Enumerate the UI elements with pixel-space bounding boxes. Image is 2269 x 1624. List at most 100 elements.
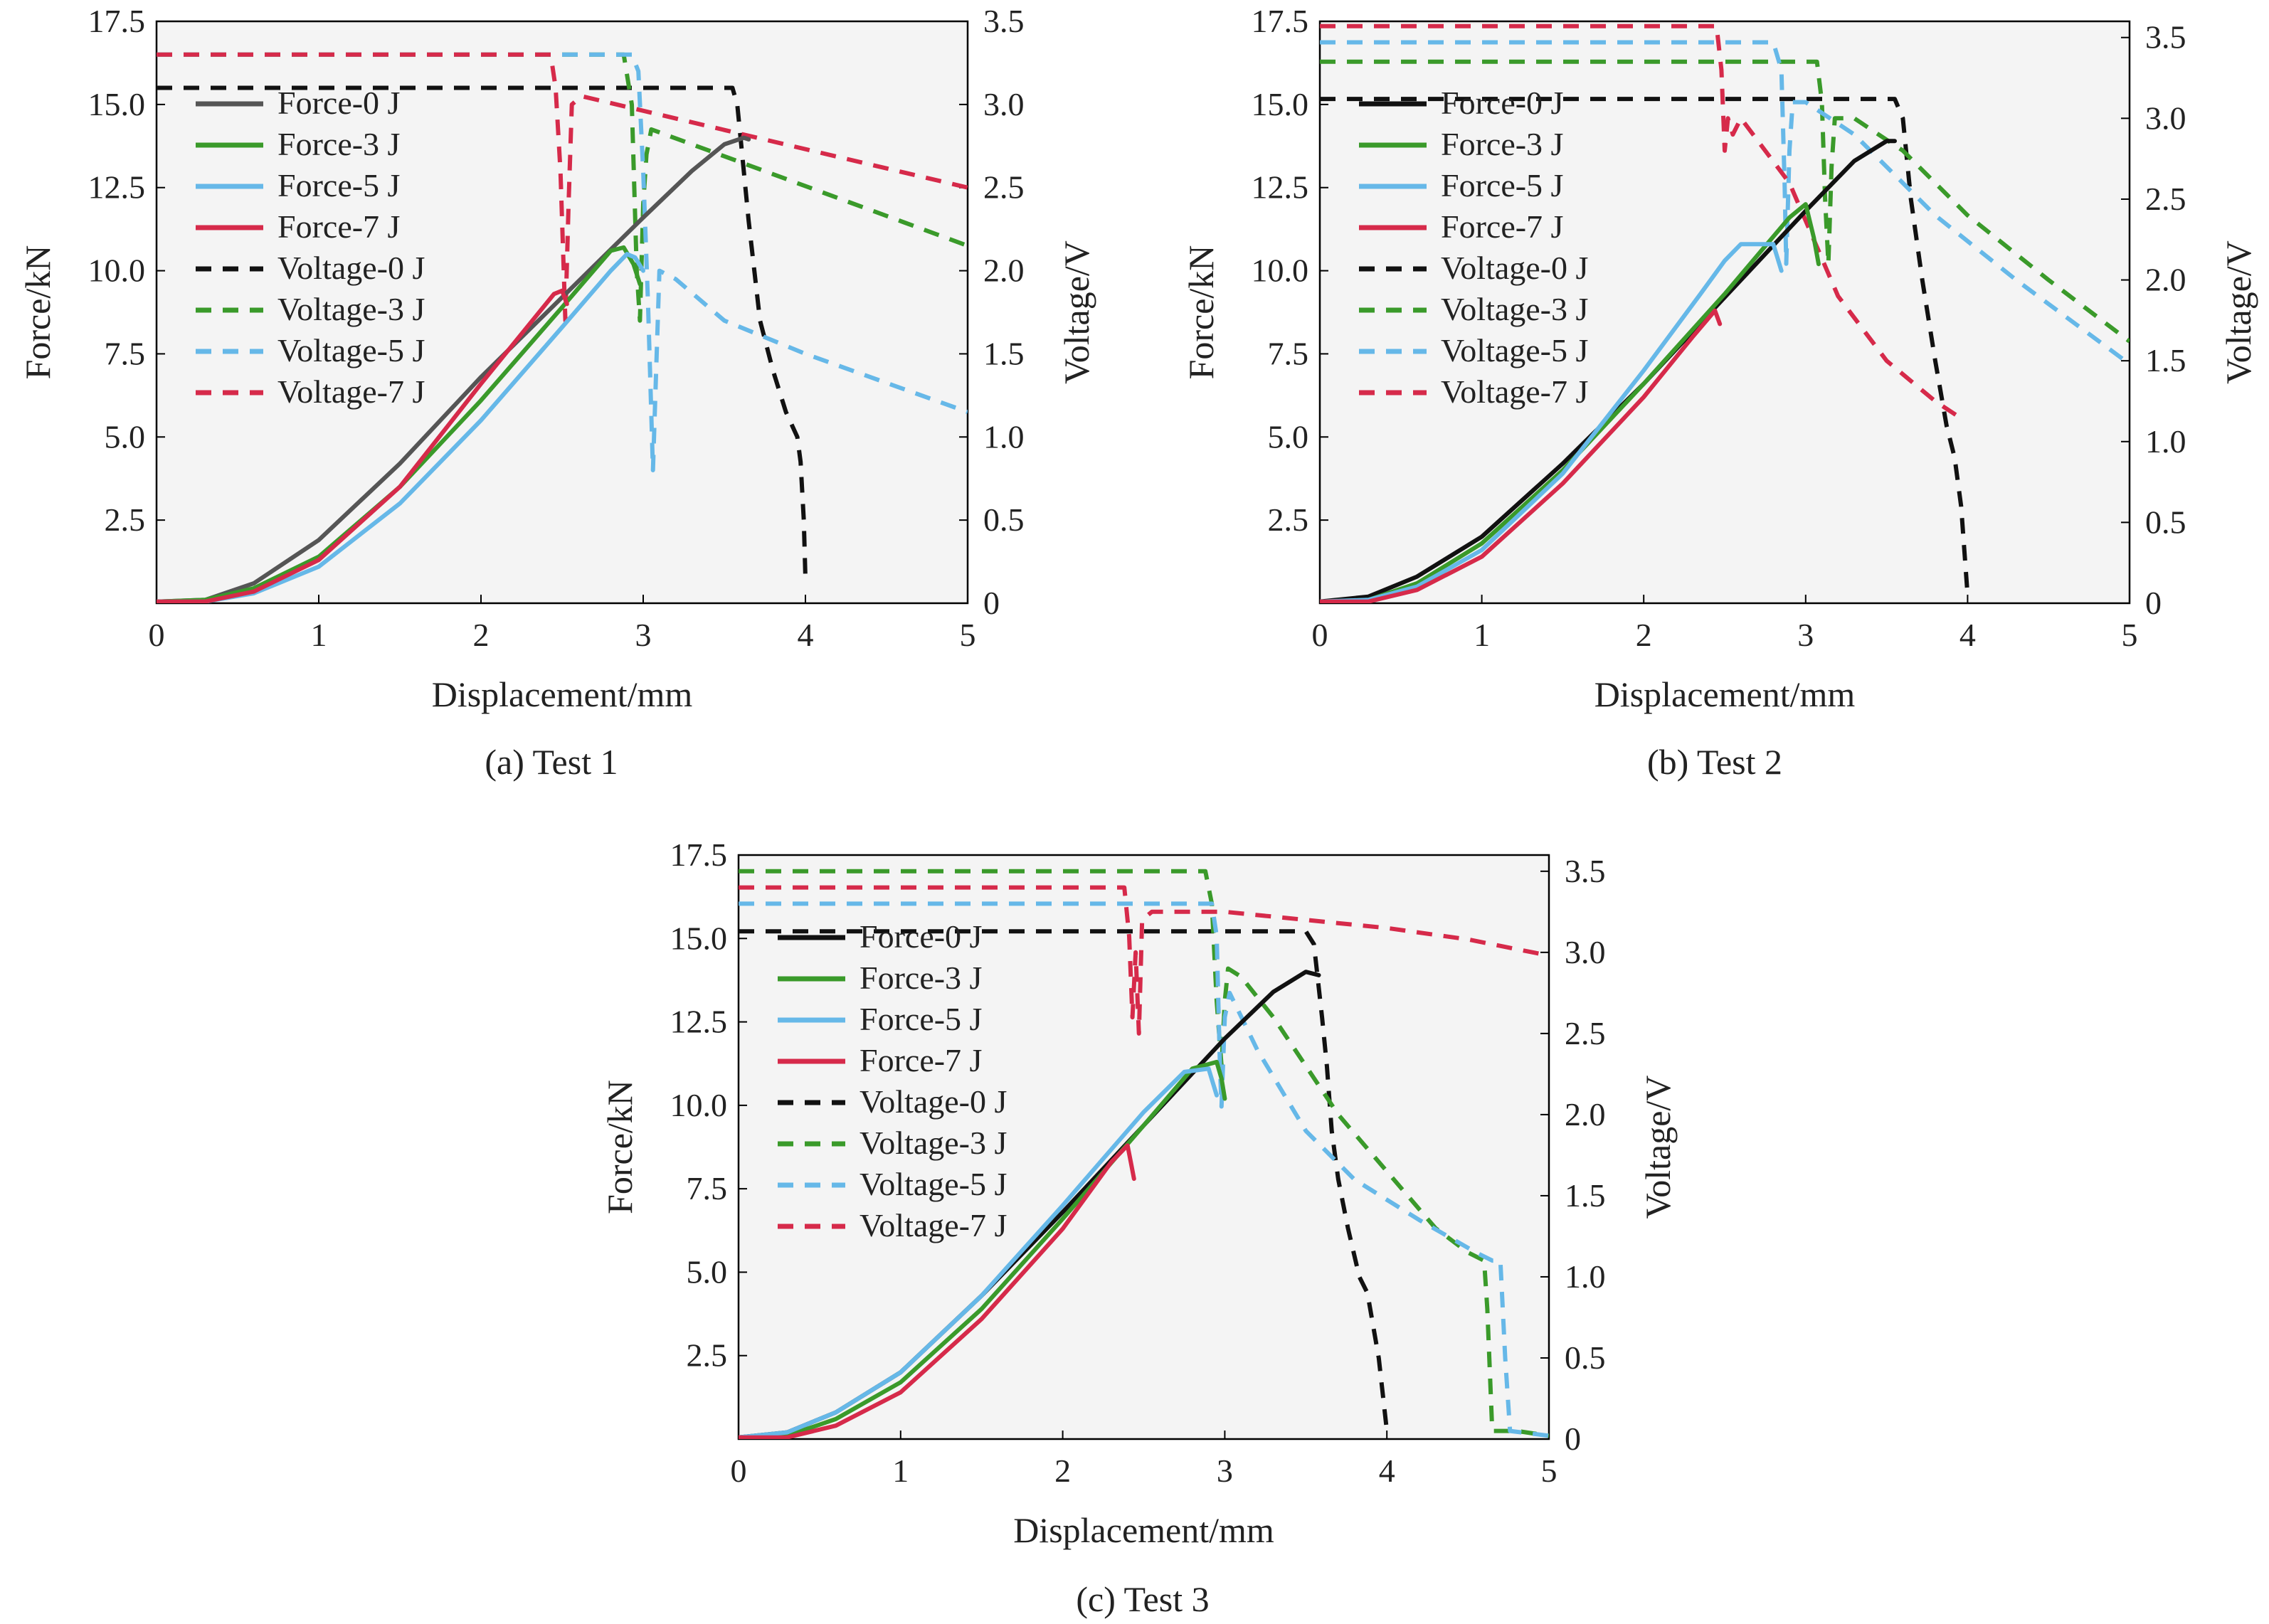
legend-entry: Voltage-0 J [1441, 250, 1588, 286]
y2-tick-label: 3.5 [2145, 19, 2186, 55]
y2-tick-label: 1.5 [983, 335, 1025, 371]
y2-axis-label: Voltage/V [1638, 1076, 1678, 1219]
legend-entry: Voltage-7 J [860, 1207, 1007, 1243]
y-tick-label: 12.5 [88, 169, 146, 206]
x-tick-label: 1 [1474, 617, 1490, 653]
y2-tick-label: 0 [2145, 585, 2162, 621]
y-axis-label: Force/kN [18, 245, 58, 380]
x-tick-label: 4 [1379, 1453, 1395, 1489]
series-line-voltage-0-j [739, 929, 1390, 1431]
legend-entry: Force-0 J [1441, 85, 1563, 121]
legend-entry: Force-3 J [277, 126, 400, 162]
series-line-voltage-5-j [739, 901, 1549, 1438]
y2-tick-label: 2.0 [2145, 262, 2186, 298]
series-line-force-5-j [1320, 242, 1784, 603]
y2-tick-label: 3.0 [983, 86, 1025, 122]
legend-entry: Force-7 J [860, 1042, 982, 1078]
y2-tick-label: 1.0 [2145, 423, 2186, 460]
y-tick-label: 12.5 [670, 1004, 728, 1040]
y2-tick-label: 3.0 [2145, 100, 2186, 136]
legend-entry: Voltage-0 J [277, 250, 425, 286]
y-tick-label: 2.5 [1268, 501, 1309, 538]
x-tick-label: 4 [1959, 617, 1976, 653]
x-tick-label: 4 [798, 617, 814, 653]
y-tick-label: 15.0 [88, 86, 146, 122]
y-axis-label: Force/kN [600, 1080, 640, 1214]
chart-test1: 0 1 2 3 4 5 2.5 5.0 7.5 10.0 12.5 15.0 17.5 0 0.5 1.0 1.… [18, 3, 1096, 782]
chart-test3: 0 1 2 3 4 5 2.5 5.0 7.5 10.0 12.5 15.0 17.5 0 0.5 1.0 1.… [600, 837, 1678, 1619]
y-tick-label: 17.5 [1252, 3, 1309, 39]
series-line-force-7-j [739, 1143, 1136, 1439]
x-tick-label: 3 [635, 617, 652, 653]
series-line-voltage-3-j [1320, 59, 2130, 344]
series-line-voltage-7-j [1320, 23, 1961, 420]
chart-caption: (c) Test 3 [1076, 1579, 1209, 1619]
plot-area [737, 854, 1550, 1440]
series-line-force-7-j [1320, 308, 1723, 603]
x-tick-label: 5 [2122, 617, 2138, 653]
legend-entry: Voltage-5 J [1441, 332, 1588, 368]
y2-tick-label: 0 [983, 585, 1000, 621]
y2-tick-label: 1.0 [1565, 1258, 1606, 1295]
y2-axis-label: Voltage/V [1057, 240, 1096, 384]
y-tick-label: 7.5 [105, 335, 146, 371]
legend-entry: Force-7 J [277, 208, 400, 245]
legend-entry: Force-5 J [860, 1001, 982, 1037]
y-tick-label: 2.5 [105, 501, 146, 538]
x-tick-label: 2 [1054, 1453, 1071, 1489]
y2-tick-label: 0.5 [1565, 1339, 1606, 1376]
series-line-voltage-5-j [157, 52, 968, 472]
legend-entry: Force-7 J [1441, 208, 1563, 245]
series-line-force-5-j [739, 1066, 1219, 1439]
y-tick-label: 2.5 [687, 1337, 728, 1374]
x-axis-label: Displacement/mm [1594, 674, 1856, 714]
x-tick-label: 5 [1541, 1453, 1557, 1489]
plot-area [155, 20, 969, 605]
y2-tick-label: 3.0 [1565, 934, 1606, 970]
y-tick-label: 5.0 [105, 418, 146, 455]
x-axis-label: Displacement/mm [1013, 1510, 1274, 1550]
y2-tick-label: 2.0 [983, 253, 1025, 289]
y2-tick-label: 1.5 [1565, 1177, 1606, 1214]
x-tick-label: 0 [149, 617, 165, 653]
y-tick-label: 7.5 [1268, 335, 1309, 371]
legend-entry: Voltage-3 J [277, 291, 425, 327]
y2-tick-label: 3.5 [983, 3, 1025, 39]
y2-tick-label: 2.5 [2145, 181, 2186, 217]
y2-tick-label: 1.0 [983, 418, 1025, 455]
y-tick-label: 7.5 [687, 1170, 728, 1206]
x-tick-label: 3 [1217, 1453, 1233, 1489]
chart-caption: (a) Test 1 [485, 742, 618, 782]
y2-tick-label: 0 [1565, 1421, 1581, 1457]
y-axis-label: Force/kN [1181, 245, 1221, 380]
series-line-voltage-5-j [1320, 40, 2130, 366]
y-tick-label: 10.0 [670, 1087, 728, 1123]
x-axis-label: Displacement/mm [432, 674, 693, 714]
legend-entry: Voltage-3 J [1441, 291, 1588, 327]
legend-entry: Voltage-7 J [277, 373, 425, 410]
series-line-force-7-j [157, 288, 569, 603]
y2-tick-label: 3.5 [1565, 853, 1606, 889]
y2-tick-label: 0.5 [2145, 504, 2186, 540]
series-line-voltage-3-j [157, 52, 968, 323]
x-tick-label: 5 [960, 617, 976, 653]
y-tick-label: 10.0 [1252, 253, 1309, 289]
series-line-voltage-0-j [1320, 97, 1970, 595]
legend-entry: Force-5 J [277, 167, 400, 203]
y2-tick-label: 2.0 [1565, 1096, 1606, 1132]
x-tick-label: 2 [473, 617, 490, 653]
y2-tick-label: 1.5 [2145, 342, 2186, 378]
legend-entry: Force-5 J [1441, 167, 1563, 203]
y2-tick-label: 2.5 [983, 169, 1025, 206]
legend-entry: Force-0 J [860, 918, 982, 955]
y2-axis-label: Voltage/V [2218, 240, 2258, 384]
legend-entry: Force-0 J [277, 85, 400, 121]
y-tick-label: 17.5 [88, 3, 146, 39]
legend-entry: Force-3 J [860, 960, 982, 996]
legend-entry: Voltage-5 J [277, 332, 425, 368]
y-tick-label: 15.0 [1252, 86, 1309, 122]
legend-entry: Voltage-5 J [860, 1166, 1007, 1202]
y-tick-label: 5.0 [1268, 418, 1309, 455]
series-line-force-3-j [739, 1059, 1227, 1439]
